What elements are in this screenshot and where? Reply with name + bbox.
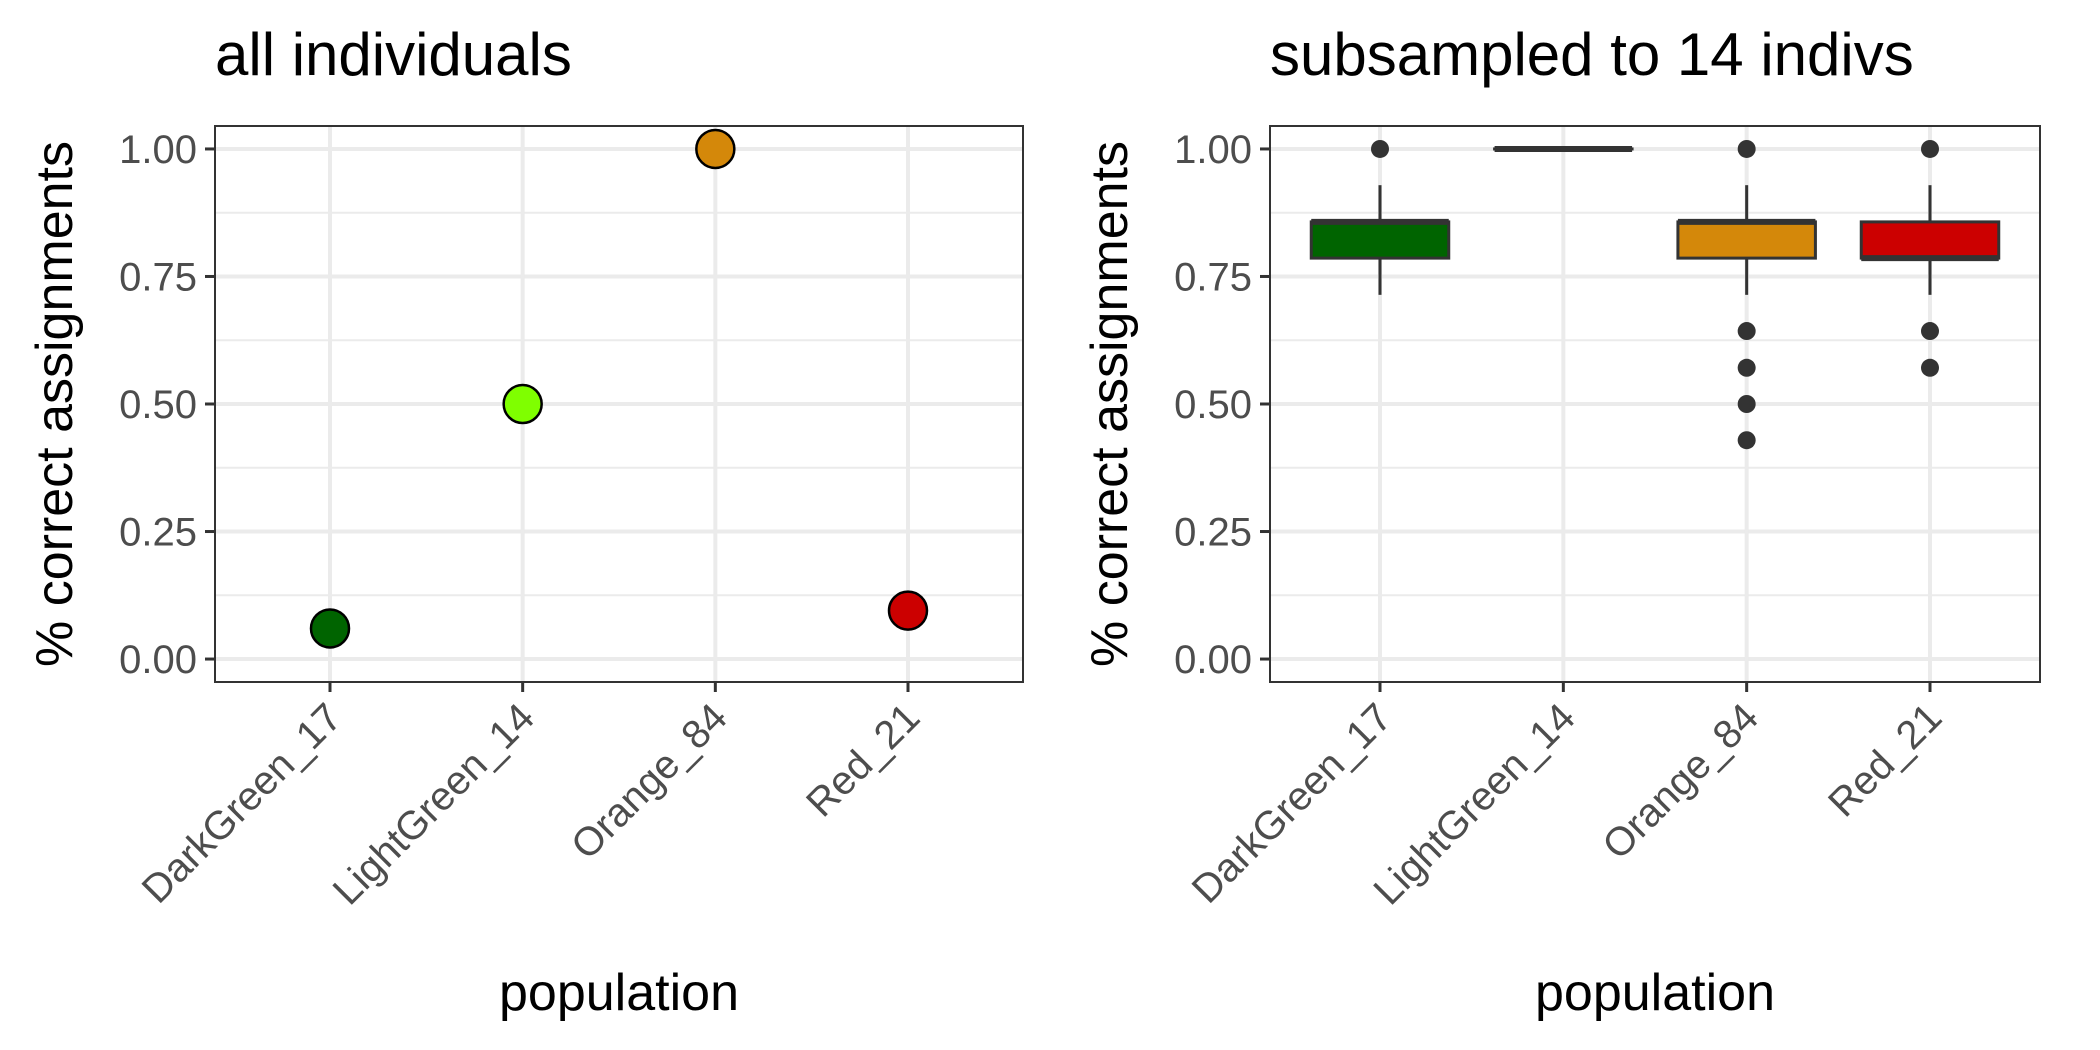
y-axis-title: % correct assignments <box>26 141 84 667</box>
box <box>1859 220 2001 260</box>
x-tick-label: Orange_84 <box>1594 695 1767 868</box>
x-axis-title: population <box>499 964 739 1022</box>
y-tick-label: 0.75 <box>119 255 197 299</box>
y-tick-label: 0.00 <box>1174 638 1252 682</box>
y-tick-label: 0.25 <box>119 511 197 555</box>
y-tick-label: 1.00 <box>1174 128 1252 172</box>
outlier-point <box>1921 139 1939 158</box>
y-tick-label: 1.00 <box>119 128 197 172</box>
y-tick-label: 0.75 <box>1174 255 1252 299</box>
data-point <box>695 128 736 170</box>
box <box>1309 220 1451 260</box>
x-tick-label: DarkGreen_17 <box>134 695 351 912</box>
data-point <box>309 608 351 649</box>
chart-title: all individuals <box>215 21 572 88</box>
outlier-point <box>1737 322 1756 341</box>
panel-all-individuals: all individuals 0.00 0.25 0.50 0.75 1.00 Dark… <box>26 21 1024 1022</box>
box <box>1676 220 1817 260</box>
y-tick-label: 0.25 <box>1174 511 1252 555</box>
outlier-point <box>1737 139 1756 158</box>
x-tick-label: Red_21 <box>1820 695 1950 825</box>
outlier-point <box>1371 139 1389 158</box>
boxplots <box>1309 139 2001 450</box>
x-tick-label: Red_21 <box>798 695 928 825</box>
chart-title: subsampled to 14 indivs <box>1270 21 1914 88</box>
y-tick-label: 0.00 <box>119 638 197 682</box>
y-tick-label: 0.50 <box>119 383 197 427</box>
data-point <box>502 383 543 425</box>
y-axis-title: % correct assignments <box>1081 141 1139 667</box>
x-tick-label: LightGreen_14 <box>325 695 543 913</box>
outlier-point <box>1921 322 1939 341</box>
data-points <box>309 128 929 649</box>
outlier-point <box>1737 358 1756 377</box>
gridlines <box>1270 126 2040 682</box>
y-tick-label: 0.50 <box>1174 383 1252 427</box>
x-axis-title: population <box>1535 964 1775 1022</box>
panel-subsampled: subsampled to 14 indivs 0.00 0.25 0.50 0.75… <box>1081 21 2041 1022</box>
x-tick-label: Orange_84 <box>563 695 736 868</box>
outlier-point <box>1921 358 1939 377</box>
outlier-point <box>1737 431 1756 450</box>
outlier-point <box>1737 395 1756 413</box>
data-point <box>887 590 929 631</box>
